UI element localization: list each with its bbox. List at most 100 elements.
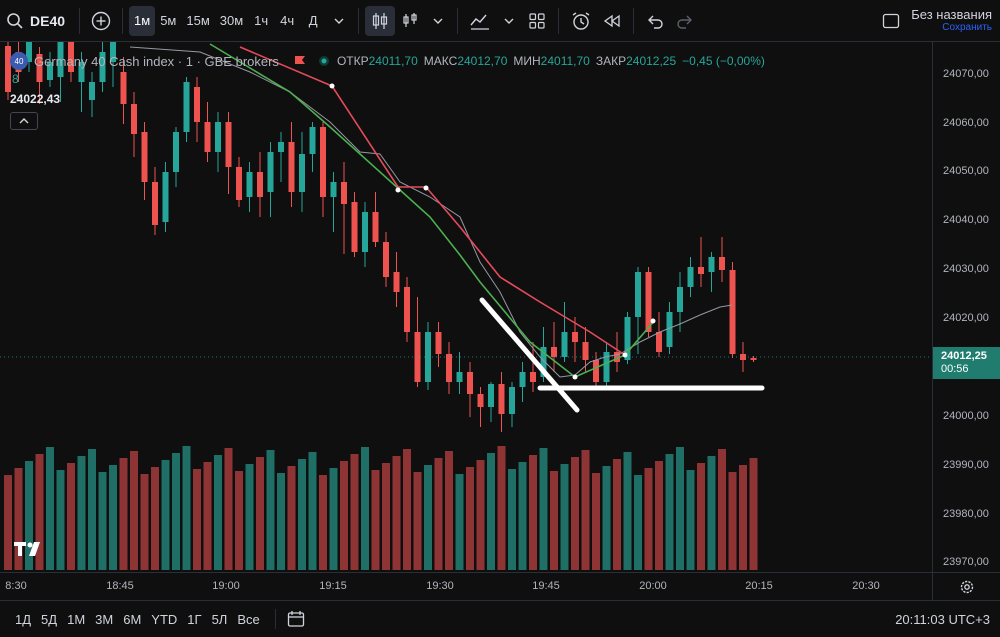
save-layout-link[interactable]: Сохранить bbox=[942, 22, 992, 33]
open-label: ОТКР bbox=[336, 54, 369, 68]
flag-icon[interactable] bbox=[293, 54, 307, 68]
volume-bar bbox=[193, 469, 201, 570]
interval-1h[interactable]: 1ч bbox=[254, 13, 269, 28]
candle bbox=[5, 46, 11, 92]
bars-style-button[interactable] bbox=[395, 6, 425, 36]
bar-countdown: 00:56 bbox=[941, 363, 969, 375]
chevron-up-icon bbox=[19, 118, 29, 124]
redo-button[interactable] bbox=[670, 6, 700, 36]
volume-bar bbox=[203, 462, 212, 570]
candle bbox=[68, 42, 74, 72]
trend-point[interactable] bbox=[622, 352, 628, 358]
gear-icon bbox=[960, 580, 973, 593]
symbol-badge: 40 bbox=[10, 52, 28, 70]
trend-point[interactable] bbox=[423, 185, 429, 191]
volume-bar bbox=[245, 464, 254, 570]
volume-bar bbox=[319, 475, 327, 570]
interval-dropdown[interactable] bbox=[326, 6, 352, 36]
indicators-button[interactable] bbox=[464, 6, 496, 36]
candle bbox=[299, 154, 305, 192]
candle bbox=[519, 372, 526, 387]
interval-4h[interactable]: 4ч bbox=[280, 13, 295, 28]
price-chart[interactable] bbox=[0, 42, 932, 572]
candle bbox=[194, 87, 200, 122]
volume-bar bbox=[161, 460, 170, 570]
calendar-range-icon[interactable] bbox=[286, 609, 306, 629]
interval-1m[interactable]: 1м bbox=[129, 5, 156, 36]
price-tick: 24060,00 bbox=[943, 117, 989, 129]
trend-point[interactable] bbox=[650, 318, 656, 324]
time-scale[interactable]: 8:30 18:45 19:00 19:15 19:30 19:45 20:00… bbox=[0, 572, 932, 600]
price-tick: 23990,00 bbox=[943, 459, 989, 471]
undo-button[interactable] bbox=[640, 6, 670, 36]
alert-button[interactable] bbox=[565, 6, 597, 36]
interval-15m[interactable]: 15м bbox=[186, 13, 210, 28]
candle bbox=[341, 182, 347, 204]
fullscreen-icon[interactable] bbox=[881, 11, 901, 31]
range-all[interactable]: Все bbox=[237, 611, 260, 627]
trend-point[interactable] bbox=[395, 187, 401, 193]
candles-style-button[interactable] bbox=[365, 5, 396, 36]
candle bbox=[488, 384, 494, 407]
compare-button[interactable] bbox=[86, 6, 116, 36]
volume-bar bbox=[602, 466, 611, 570]
tradingview-logo[interactable] bbox=[14, 540, 48, 558]
chevron-down-icon bbox=[334, 18, 344, 24]
chart-pane[interactable]: 40 Germany 40 Cash index · 1 · GBE broke… bbox=[0, 42, 932, 572]
divider bbox=[79, 7, 81, 34]
range-5d[interactable]: 5Д bbox=[41, 611, 58, 627]
candle bbox=[152, 182, 158, 225]
indicators-icon bbox=[470, 14, 490, 30]
trend-point[interactable] bbox=[329, 83, 335, 89]
collapse-legend-button[interactable] bbox=[10, 112, 38, 130]
range-3m[interactable]: 3М bbox=[95, 611, 114, 627]
volume-bar bbox=[487, 453, 495, 570]
symbol-search[interactable]: DE40 bbox=[0, 0, 73, 42]
trend-point[interactable] bbox=[572, 374, 578, 380]
time-tick: 20:30 bbox=[852, 580, 880, 592]
range-1d[interactable]: 1Д bbox=[15, 611, 32, 627]
volume-bar bbox=[371, 470, 380, 570]
indicators-dropdown[interactable] bbox=[496, 6, 522, 36]
high-value: 24012,70 bbox=[457, 54, 508, 68]
volume-bar bbox=[749, 458, 758, 570]
chart-settings-button[interactable] bbox=[932, 572, 1000, 600]
range-5y[interactable]: 5Л bbox=[211, 611, 228, 627]
time-tick: 20:15 bbox=[745, 580, 773, 592]
candle bbox=[551, 347, 557, 357]
change-value: −0,45 (−0,00%) bbox=[682, 54, 765, 68]
volume-bar bbox=[350, 454, 359, 570]
range-6m[interactable]: 6М bbox=[123, 611, 142, 627]
volume-bar bbox=[623, 452, 632, 570]
candle bbox=[215, 122, 221, 152]
range-ytd[interactable]: YTD bbox=[151, 611, 178, 627]
interval-1d[interactable]: Д bbox=[308, 13, 318, 28]
candle bbox=[582, 342, 589, 360]
clock-timezone[interactable]: 20:11:03 UTC+3 bbox=[895, 612, 990, 627]
candle bbox=[47, 62, 53, 80]
candle bbox=[540, 347, 547, 377]
layout-name-button[interactable]: Без названия Сохранить bbox=[911, 8, 992, 34]
volume-bar bbox=[676, 447, 684, 570]
candle bbox=[498, 384, 505, 414]
price-scale[interactable]: 24070,00 24060,00 24050,00 24040,00 2403… bbox=[932, 42, 1000, 572]
volume-bar bbox=[718, 449, 726, 570]
interval-5m[interactable]: 5м bbox=[160, 13, 177, 28]
close-label: ЗАКР bbox=[595, 54, 627, 68]
candle bbox=[309, 127, 316, 154]
volume-bar bbox=[277, 473, 285, 570]
legend-symbol-row[interactable]: 40 Germany 40 Cash index · 1 · GBE broke… bbox=[10, 50, 765, 72]
range-1m[interactable]: 1М bbox=[67, 611, 86, 627]
volume-bar bbox=[182, 446, 191, 570]
volume-bar bbox=[413, 472, 422, 570]
candle bbox=[677, 287, 683, 312]
candle bbox=[278, 142, 284, 152]
replay-button[interactable] bbox=[597, 6, 627, 36]
interval-30m[interactable]: 30м bbox=[219, 13, 244, 28]
candle bbox=[509, 387, 515, 414]
candle bbox=[561, 332, 568, 357]
volume-bar bbox=[739, 465, 747, 570]
range-1y[interactable]: 1Г bbox=[187, 611, 202, 627]
templates-button[interactable] bbox=[522, 6, 552, 36]
chart-type-dropdown[interactable] bbox=[425, 6, 451, 36]
